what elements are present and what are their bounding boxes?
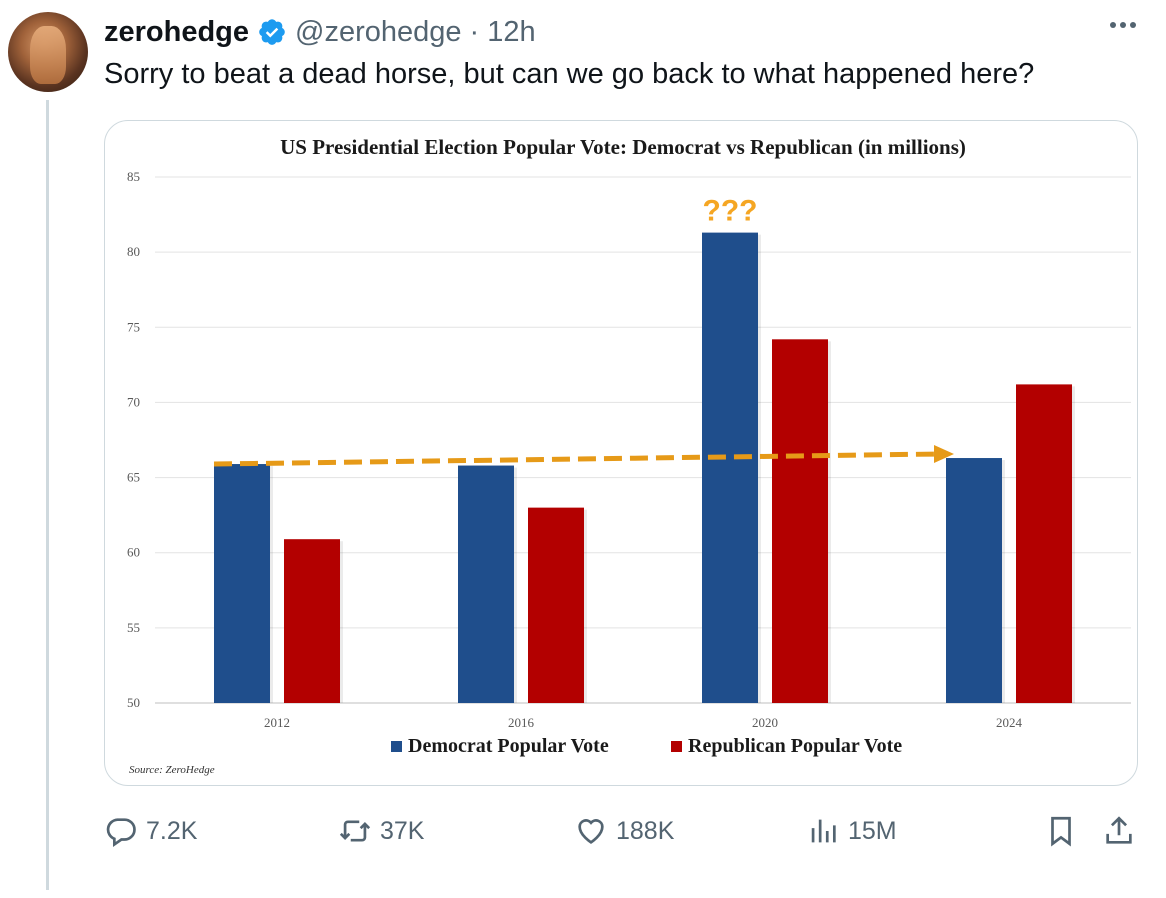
reply-icon [106,818,136,848]
views-button[interactable]: 15M [806,806,897,856]
x-tick-label: 2024 [996,715,1023,730]
like-count: 188K [616,816,675,845]
chart-source: Source: ZeroHedge [129,764,215,776]
y-tick-label: 85 [127,169,140,184]
bar-democrat-2016 [458,465,514,703]
bar-republican-2012 [284,539,340,703]
retweet-count: 37K [380,816,425,845]
y-tick-label: 80 [127,244,140,259]
bookmark-icon [1051,816,1071,847]
y-tick-label: 60 [127,545,140,560]
like-button[interactable]: 188K [574,806,674,856]
avatar[interactable] [8,12,88,92]
action-bar: 7.2K 37K 188K 15M [104,806,1144,856]
avatar-image [30,26,66,84]
views-count: 15M [848,816,897,845]
views-icon [811,819,836,843]
tweet-text: Sorry to beat a dead horse, but can we g… [104,58,1035,90]
verified-badge-icon[interactable] [257,17,287,47]
x-tick-label: 2016 [508,715,535,730]
y-tick-label: 55 [127,620,140,635]
bar-republican-2020 [772,339,828,703]
separator-dot: · [469,15,480,48]
bar-republican-2016 [528,507,584,703]
retweet-button[interactable]: 37K [338,806,424,856]
x-tick-label: 2012 [264,715,290,730]
retweet-icon [339,820,371,842]
annotation-question-marks: ??? [703,195,758,228]
more-options-icon[interactable] [1110,22,1136,28]
bar-democrat-2012 [214,464,270,703]
share-button[interactable] [1102,806,1136,856]
legend-label: Republican Popular Vote [688,735,902,757]
y-tick-label: 70 [127,394,140,409]
legend-swatch [391,741,402,752]
tweet-header: zerohedge @zerohedge · 12h [104,14,536,50]
trend-arrow-line [213,451,937,467]
timestamp[interactable]: 12h [487,15,536,48]
bookmark-button[interactable] [1044,806,1078,856]
bar-chart: US Presidential Election Popular Vote: D… [127,135,1131,776]
display-name[interactable]: zerohedge [104,15,250,48]
thread-line [46,100,49,890]
reply-button[interactable]: 7.2K [104,806,197,856]
legend-label: Democrat Popular Vote [408,735,609,757]
share-icon [1106,816,1132,844]
y-tick-label: 75 [127,319,140,334]
y-tick-label: 65 [127,470,140,485]
chart-title: US Presidential Election Popular Vote: D… [280,135,966,159]
heart-icon [578,819,604,844]
legend-swatch [671,741,682,752]
chart-card[interactable]: US Presidential Election Popular Vote: D… [104,120,1138,786]
reply-count: 7.2K [146,816,198,845]
bar-republican-2024 [1016,384,1072,703]
handle[interactable]: @zerohedge [295,15,462,48]
x-tick-label: 2020 [752,715,778,730]
bar-democrat-2020 [702,232,758,703]
trend-arrow-head [934,445,954,464]
y-tick-label: 50 [127,695,140,710]
bar-democrat-2024 [946,458,1002,703]
